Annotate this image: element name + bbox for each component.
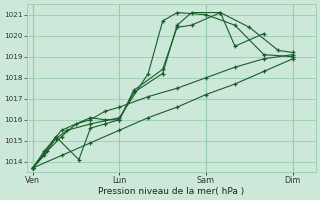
X-axis label: Pression niveau de la mer( hPa ): Pression niveau de la mer( hPa ) <box>98 187 244 196</box>
